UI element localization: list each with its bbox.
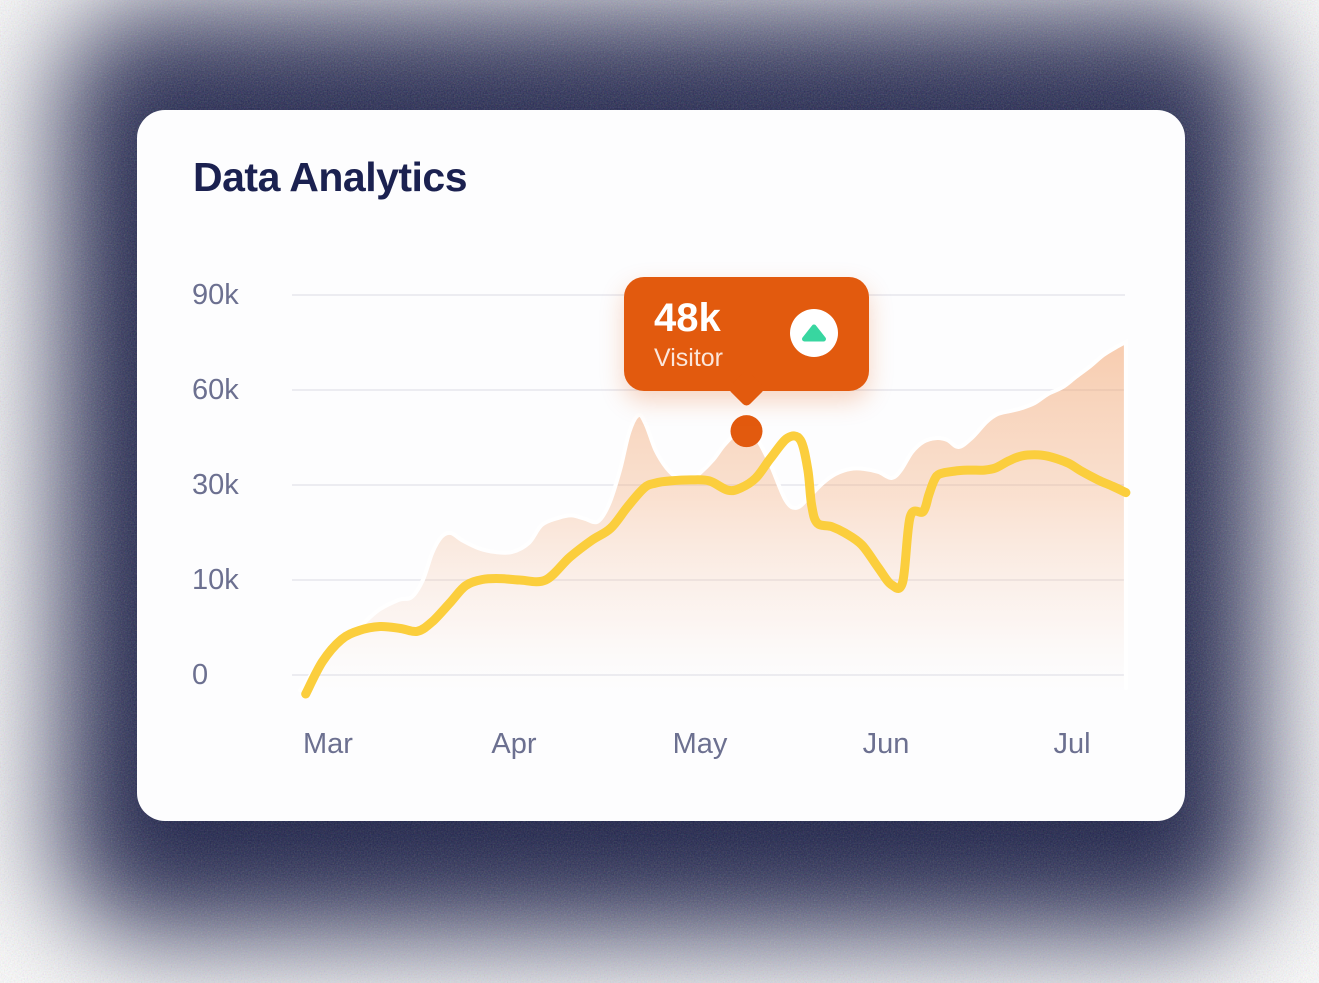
- visitors-chart: 90k 60k 30k 10k 0 Mar Apr May Jun Jul 48k Visito…: [137, 110, 1185, 821]
- x-axis-label: Apr: [491, 728, 537, 760]
- y-axis-label: 60k: [192, 374, 239, 406]
- triangle-up-icon: [802, 324, 826, 342]
- marker-dot[interactable]: [730, 415, 763, 448]
- y-axis-label: 90k: [192, 279, 239, 311]
- y-axis-label: 0: [192, 659, 209, 691]
- series-layer: [298, 338, 1131, 699]
- x-axis-label: Mar: [303, 728, 353, 760]
- visitor-tooltip: 48k Visitor: [624, 277, 869, 392]
- tooltip-value: 48k: [654, 296, 721, 341]
- y-axis-label: 10k: [192, 564, 239, 596]
- x-axis-label: May: [672, 728, 728, 760]
- analytics-card: Data Analytics 90k 60k 30k 10k 0 Mar Apr May Ju…: [137, 110, 1185, 821]
- visitors-area-outline: [298, 338, 1128, 693]
- trend-badge: [790, 309, 838, 358]
- trend-line: [301, 431, 1131, 699]
- visitors-area-fill: [300, 341, 1126, 691]
- tooltip-label: Visitor: [654, 344, 724, 373]
- y-axis-label: 30k: [192, 469, 239, 501]
- chart-canvas: [292, 294, 1131, 699]
- x-axis-label: Jun: [862, 728, 910, 760]
- x-axis-label: Jul: [1053, 728, 1091, 760]
- card-title: Data Analytics: [193, 154, 468, 200]
